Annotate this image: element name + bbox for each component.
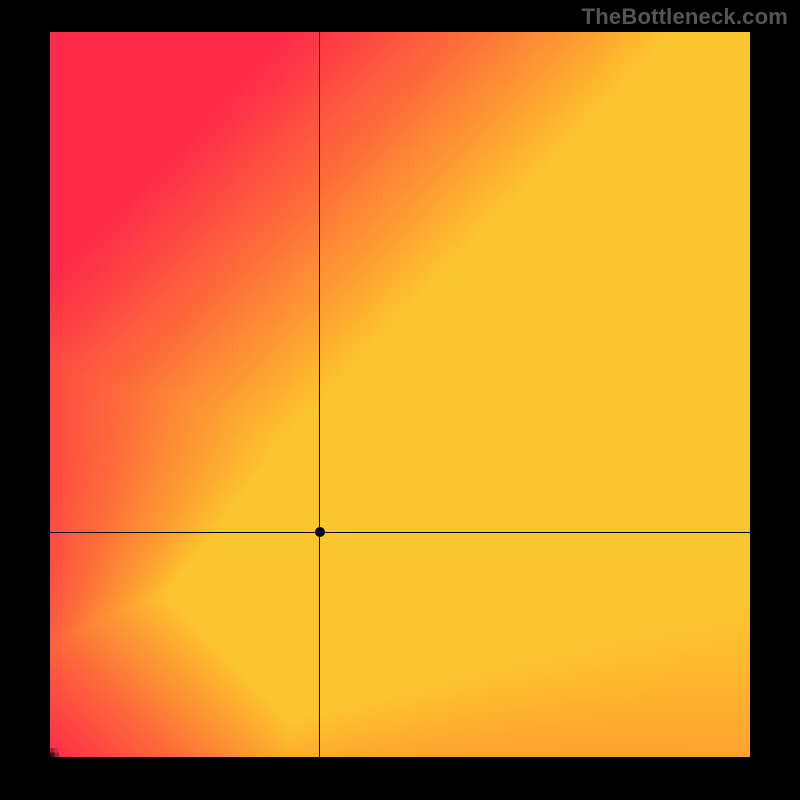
chart-container: TheBottleneck.com: [0, 0, 800, 800]
crosshair-horizontal-line: [50, 532, 750, 533]
crosshair-marker-dot: [315, 527, 325, 537]
crosshair-vertical-line: [319, 32, 320, 757]
bottleneck-heatmap-plot: [50, 32, 750, 757]
watermark-text: TheBottleneck.com: [582, 4, 788, 30]
heatmap-canvas: [50, 32, 750, 757]
